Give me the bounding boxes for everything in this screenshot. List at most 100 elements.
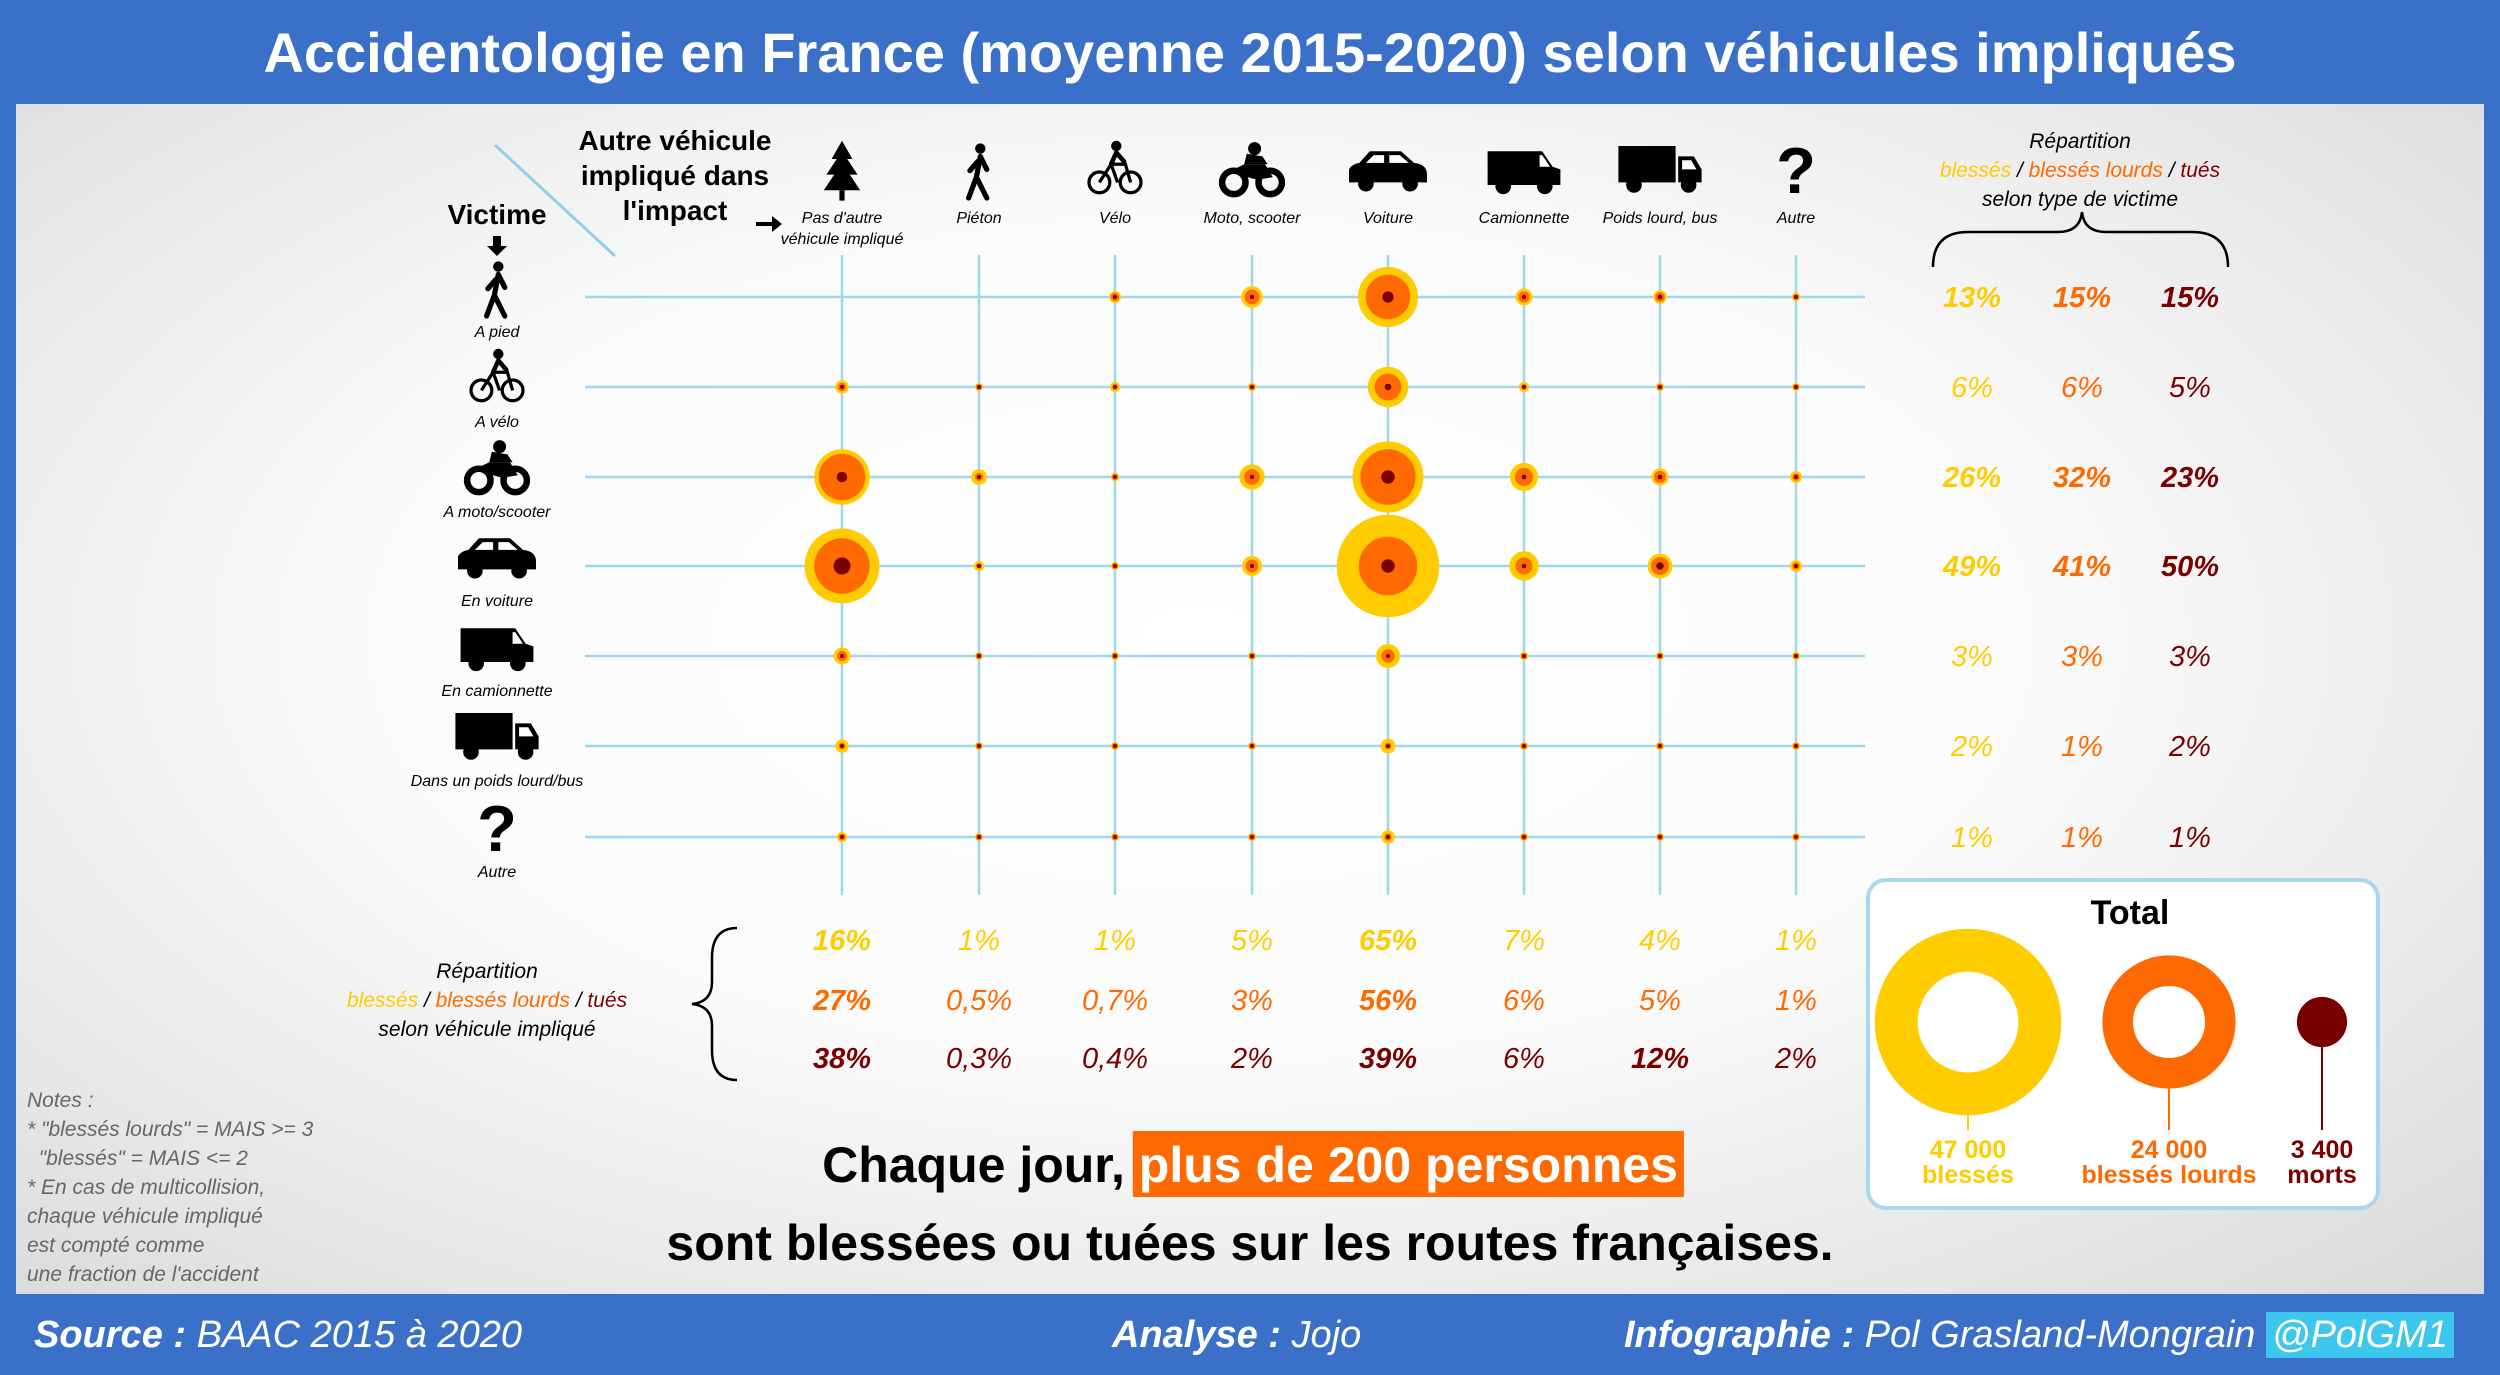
legend-series: blessés / blessés lourds / tués — [347, 989, 628, 1012]
row-label: En voiture — [461, 593, 533, 610]
col-share-value: 0,5% — [946, 985, 1012, 1017]
bubble-tués — [1794, 654, 1798, 658]
bubble-tués — [1384, 383, 1392, 391]
notes: Notes : * "blessés lourds" = MAIS >= 3 "b… — [27, 1089, 314, 1286]
column-label: Voiture — [1363, 210, 1413, 227]
bubble-tués — [1657, 294, 1663, 300]
total-ring-0 — [1874, 928, 2062, 1116]
other-vehicle-label: Autre véhicule — [579, 125, 772, 156]
pedestrian-icon — [966, 143, 990, 201]
col-share-value: 16% — [813, 925, 871, 957]
motorcycle-icon — [1218, 142, 1286, 198]
row-share-value: 15% — [2161, 282, 2219, 314]
column-label: Vélo — [1099, 210, 1131, 227]
bubble-tués — [1658, 385, 1662, 389]
bubble-tués — [1658, 835, 1662, 839]
total-label: morts — [2287, 1161, 2356, 1189]
bubble-tués — [840, 835, 844, 839]
col-share-value: 6% — [1503, 1043, 1545, 1075]
row-share-value: 26% — [1942, 462, 2001, 494]
row-share-value: 1% — [2061, 731, 2103, 763]
tree-icon — [823, 140, 861, 201]
bubble-tués — [1522, 385, 1526, 389]
col-share-value: 65% — [1359, 925, 1417, 957]
column-label: Moto, scooter — [1204, 210, 1302, 227]
total-label: blessés — [1922, 1161, 2014, 1189]
col-share-value: 1% — [1775, 985, 1817, 1017]
col-share-value: 4% — [1639, 925, 1681, 957]
bubble-tués — [1521, 294, 1527, 300]
row-label: A moto/scooter — [442, 504, 551, 521]
bubble-tués — [1113, 744, 1117, 748]
note-line: "blessés" = MAIS <= 2 — [27, 1147, 248, 1170]
bubble-tués — [1522, 835, 1526, 839]
row-label: A vélo — [474, 414, 519, 431]
bubble-tués — [1522, 744, 1526, 748]
bubble-tués — [1249, 474, 1255, 480]
bubble-tués — [1522, 654, 1526, 658]
row-share-value: 13% — [1943, 282, 2001, 314]
bubble-tués — [977, 475, 981, 479]
total-title: Total — [2091, 894, 2170, 932]
bubble-tués — [977, 744, 981, 748]
victim-label: Victime — [447, 199, 546, 230]
bubble-tués — [1113, 295, 1117, 299]
grid — [585, 255, 1865, 895]
question-icon: ? — [477, 792, 517, 865]
pedestrian-icon — [484, 261, 508, 319]
bubble-tués — [1386, 744, 1390, 748]
headline-line1: Chaque jour, plus de 200 personnes — [822, 1137, 1678, 1193]
bubble-tués — [1249, 294, 1255, 300]
row-label: Autre — [477, 864, 516, 881]
col-share-value: 2% — [1774, 1043, 1817, 1075]
row-share-value: 5% — [2169, 372, 2211, 404]
col-share-value: 7% — [1503, 925, 1545, 957]
bubble-tués — [839, 384, 845, 390]
svg-text:?: ? — [1776, 134, 1816, 207]
row-share-value: 15% — [2053, 282, 2111, 314]
question-icon: ? — [1776, 134, 1816, 207]
bubble-tués — [1381, 470, 1395, 484]
legend-heading: Répartition — [436, 960, 538, 983]
column-headers: Autre véhicule impliqué dans l'impact Victi… — [447, 125, 1816, 256]
header-diagonal — [493, 143, 617, 258]
bubble-tués — [1381, 559, 1395, 573]
arrow-right-icon — [756, 216, 782, 232]
bubble-tués — [840, 654, 844, 658]
bubble-tués — [977, 654, 981, 658]
bubble-tués — [1794, 475, 1798, 479]
row-share-value: 32% — [2053, 462, 2111, 494]
note-line: Notes : — [27, 1089, 94, 1112]
bubble-tués — [977, 564, 981, 568]
row-share-value: 3% — [1951, 641, 1993, 673]
analysis-credit: Analyse : Jojo — [1112, 1314, 1361, 1357]
note-line: * En cas de multicollision, — [27, 1176, 265, 1199]
other-vehicle-label: impliqué dans — [581, 160, 769, 191]
van-icon — [460, 628, 534, 672]
col-share-value: 5% — [1231, 925, 1273, 957]
footer: Source : BAAC 2015 à 2020 Analyse : Jojo… — [0, 1294, 2500, 1375]
row-label: En camionnette — [441, 683, 552, 700]
col-share-value: 1% — [1094, 925, 1136, 957]
row-share-value: 3% — [2169, 641, 2211, 673]
note-line: chaque véhicule impliqué — [27, 1205, 263, 1228]
col-share-value: 0,3% — [946, 1043, 1012, 1075]
page-title: Accidentologie en France (moyenne 2015-2… — [263, 20, 2237, 84]
twitter-handle-link[interactable]: @PolGM1 — [2265, 1312, 2454, 1358]
row-share-value: 1% — [2169, 822, 2211, 854]
total-label: blessés lourds — [2081, 1161, 2256, 1189]
bubble-tués — [1386, 654, 1390, 658]
infographic-label: Infographie : — [1624, 1314, 1855, 1356]
legends: Répartition blessés / blessés lourds / tu… — [347, 130, 2230, 1082]
bicycle-icon — [1087, 140, 1143, 195]
column-label: Pas d'autre — [802, 210, 883, 227]
row-share-value: 49% — [1942, 551, 2001, 583]
car-icon — [1349, 151, 1427, 192]
row-share-value: 2% — [2168, 731, 2211, 763]
row-share-value: 6% — [1951, 372, 1993, 404]
bubble-tués — [1250, 564, 1254, 568]
van-icon — [1487, 151, 1561, 195]
column-label: Autre — [1776, 210, 1815, 227]
bubble-tués — [1250, 385, 1254, 389]
